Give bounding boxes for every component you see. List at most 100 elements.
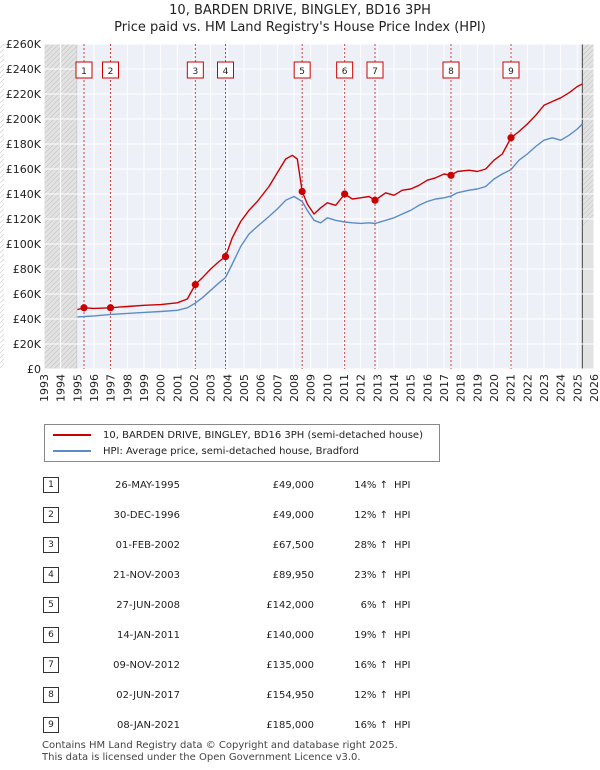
- x-tick-label: 2009: [305, 374, 318, 402]
- sale-label-text: 1: [81, 67, 87, 77]
- sale-hpi-label: HPI: [394, 509, 411, 521]
- sale-number-cell: 3: [38, 530, 88, 560]
- sale-date: 26-MAY-1995: [114, 479, 180, 491]
- sale-price: £185,000: [266, 719, 314, 731]
- sale-price: £89,950: [272, 569, 314, 581]
- table-row: 2 30-DEC-1996 £49,000 12% ↑ HPI: [38, 500, 442, 530]
- sale-number-cell: 6: [38, 620, 88, 650]
- sale-hpi-label: HPI: [394, 599, 411, 611]
- x-tick-label: 1998: [121, 374, 134, 402]
- sale-hpi-diff: 14% ↑: [354, 479, 388, 491]
- x-tick-label: 2026: [588, 374, 600, 402]
- legend-label-property: 10, BARDEN DRIVE, BINGLEY, BD16 3PH (sem…: [103, 429, 423, 441]
- sale-price: £49,000: [272, 509, 314, 521]
- sale-label-box: [442, 61, 460, 79]
- sale-number-badge: 9: [43, 717, 59, 733]
- sale-hpi-label: HPI: [394, 659, 411, 671]
- x-tick-label: 2008: [288, 374, 301, 402]
- table-row: 3 01-FEB-2002 £67,500 28% ↑ HPI: [38, 530, 442, 560]
- sale-label-box: [366, 61, 384, 79]
- x-tick-label: 2021: [505, 374, 518, 402]
- sale-point: [191, 281, 199, 289]
- hpi-line: [77, 123, 583, 318]
- x-tick-label: 1996: [88, 374, 101, 402]
- sale-hpi-diff: 23% ↑: [354, 569, 388, 581]
- sale-date: 08-JAN-2021: [116, 719, 180, 731]
- sale-label: 7: [366, 61, 384, 79]
- x-tick-label: 2011: [338, 374, 351, 402]
- x-tick-label: 2004: [221, 374, 234, 402]
- y-tick-label: £260K: [6, 38, 42, 51]
- sale-price: £135,000: [266, 659, 314, 671]
- sale-label-box: [502, 61, 520, 79]
- sale-hpi-diff: 16% ↑: [354, 719, 388, 731]
- sale-number-cell: 4: [38, 560, 88, 590]
- hatch-line: [0, 43, 100, 144]
- sale-hpi-diff: 16% ↑: [354, 659, 388, 671]
- x-tick-label: 1994: [55, 374, 68, 402]
- y-tick-label: £160K: [6, 163, 42, 176]
- sale-hpi-diff: 12% ↑: [354, 509, 388, 521]
- table-row: 6 14-JAN-2011 £140,000 19% ↑ HPI: [38, 620, 442, 650]
- footer-copyright: Contains HM Land Registry data © Copyrig…: [42, 740, 398, 751]
- sale-label: 6: [336, 61, 354, 79]
- sale-price: £154,950: [266, 689, 314, 701]
- footer-licence: This data is licensed under the Open Gov…: [42, 752, 361, 763]
- table-row: 4 21-NOV-2003 £89,950 23% ↑ HPI: [38, 560, 442, 590]
- x-tick-label: 2000: [155, 374, 168, 402]
- sale-hpi-label: HPI: [394, 569, 411, 581]
- hatch-line: [0, 43, 120, 164]
- x-tick-label: 2014: [388, 374, 401, 402]
- sale-point: [341, 190, 349, 198]
- sale-hpi-label: HPI: [394, 479, 411, 491]
- sale-label-box: [186, 61, 204, 79]
- x-tick-label: 2016: [421, 374, 434, 402]
- sale-label: 4: [217, 61, 234, 79]
- sale-label-text: 7: [372, 67, 378, 77]
- sale-label-box: [217, 61, 234, 79]
- sale-label: 8: [442, 61, 460, 79]
- sale-label-text: 5: [299, 67, 305, 77]
- y-tick-label: £140K: [6, 188, 42, 201]
- x-tick-label: 1993: [38, 374, 51, 402]
- sale-number-cell: 1: [38, 470, 88, 500]
- hatch-line: [0, 43, 105, 149]
- x-tick-label: 1997: [105, 374, 118, 402]
- sale-hpi-diff: 28% ↑: [354, 539, 388, 551]
- sale-number-badge: 5: [43, 597, 59, 613]
- x-tick-label: 2025: [571, 374, 584, 402]
- chart-legend: 10, BARDEN DRIVE, BINGLEY, BD16 3PH (sem…: [44, 424, 440, 462]
- legend-swatch-hpi: [53, 450, 91, 452]
- x-tick-label: 2024: [555, 374, 568, 402]
- sales-table: 1 26-MAY-1995 £49,000 14% ↑ HPI 2 30-DEC-1996 £…: [38, 470, 442, 740]
- x-tick-label: 2007: [271, 374, 284, 402]
- chart-title: 10, BARDEN DRIVE, BINGLEY, BD16 3PH: [169, 3, 431, 18]
- sale-hpi-label: HPI: [394, 539, 411, 551]
- sale-point: [298, 187, 306, 196]
- sale-point: [371, 196, 379, 204]
- y-tick-label: £20K: [13, 338, 42, 351]
- x-tick-label: 2019: [471, 374, 484, 402]
- x-tick-label: 2017: [438, 374, 451, 402]
- sale-price: £49,000: [272, 479, 314, 491]
- sale-point: [447, 171, 455, 179]
- sale-date: 30-DEC-1996: [113, 509, 180, 521]
- y-tick-label: £40K: [13, 313, 42, 326]
- sale-date: 09-NOV-2012: [113, 659, 180, 671]
- legend-label-hpi: HPI: Average price, semi-detached house,…: [103, 445, 359, 457]
- x-tick-label: 2005: [238, 374, 251, 402]
- y-tick-label: £60K: [13, 288, 42, 301]
- sale-date: 27-JUN-2008: [116, 599, 180, 611]
- sale-date: 02-JUN-2017: [116, 689, 180, 701]
- chart-subtitle: Price paid vs. HM Land Registry's House …: [114, 20, 486, 35]
- hatch-line: [0, 43, 115, 159]
- sale-number-badge: 4: [43, 567, 59, 583]
- x-tick-label: 2012: [355, 374, 368, 402]
- y-tick-label: £220K: [6, 88, 42, 101]
- x-tick-label: 2001: [171, 374, 184, 402]
- x-tick-label: 2018: [455, 374, 468, 402]
- sale-price: £140,000: [266, 629, 314, 641]
- sale-hpi-diff: 6% ↑: [360, 599, 388, 611]
- sale-label: 2: [102, 61, 119, 79]
- hatch-line: [0, 43, 125, 169]
